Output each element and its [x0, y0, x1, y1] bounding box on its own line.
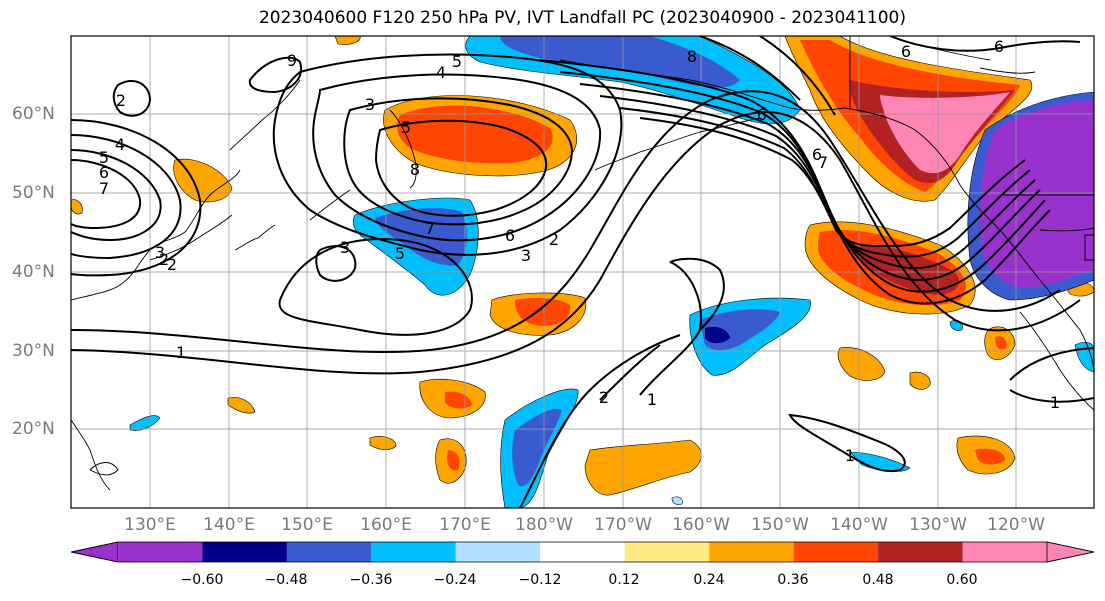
colorbar-tick: 0.36 [777, 572, 809, 588]
lat-label-40n: 40°N [12, 262, 55, 282]
map-title: 2023040600 F120 250 hPa PV, IVT Landfall… [258, 8, 906, 28]
colorbar-bin [624, 542, 710, 562]
contour-label: 3 [521, 246, 531, 265]
contour-label: 6 [812, 145, 822, 164]
contour-label: 2 [599, 388, 609, 407]
lon-label-130w: 130°W [909, 515, 967, 535]
colorbar [70, 541, 1095, 563]
map-plot-area [71, 36, 1094, 508]
contour-label: 7 [818, 153, 828, 172]
lon-label-180w: 180°W [515, 515, 573, 535]
lon-label-160w: 160°W [672, 515, 730, 535]
colorbar-bin [202, 542, 287, 562]
lat-label-60n: 60°N [12, 104, 55, 124]
coastlines [71, 36, 1094, 491]
contour-label: 7 [99, 179, 109, 198]
contour-label: 1 [647, 390, 657, 409]
contour-label: 6 [505, 226, 515, 245]
lat-label-20n: 20°N [12, 419, 55, 439]
contour-label: 3 [155, 243, 165, 262]
contour-label: 5 [395, 244, 405, 263]
colorbar-bin [540, 542, 625, 562]
contour-labels: 2 3 4 5 5 6 7 9 8 5 8 6 7 3 6 3 2 3 7 5 … [99, 37, 1060, 465]
contour-label: 3 [340, 238, 350, 257]
colorbar-bin [371, 542, 456, 562]
contour-label: 6 [757, 105, 767, 124]
lon-label-170e: 170°E [439, 515, 491, 535]
lat-label-30n: 30°N [12, 341, 55, 361]
lon-label-120w: 120°W [987, 515, 1045, 535]
contour-label: 9 [287, 51, 297, 70]
colorbar-bin [118, 542, 203, 562]
colorbar-extend-max [1046, 541, 1095, 563]
contour-label: 2 [159, 250, 169, 269]
gridlines [71, 36, 1094, 508]
lat-label-50n: 50°N [12, 183, 55, 203]
contour-label: 6 [99, 163, 109, 182]
contour-label: 3 [365, 95, 375, 114]
lon-label-140w: 140°W [830, 515, 888, 535]
contour-label: 1 [176, 343, 186, 362]
colorbar-tick: −0.24 [433, 572, 477, 588]
colorbar-bin [286, 542, 372, 562]
contour-label: 8 [410, 160, 420, 179]
contour-label: 6 [901, 42, 911, 61]
pv-contours [71, 36, 1094, 508]
colorbar-tick: 0.60 [946, 572, 978, 588]
contour-label: 5 [452, 52, 462, 71]
lon-label-150w: 150°W [751, 515, 809, 535]
lon-label-160e: 160°E [360, 515, 412, 535]
contour-label: 5 [401, 118, 411, 137]
lon-label-150e: 150°E [281, 515, 333, 535]
colorbar-tick: 0.48 [862, 572, 894, 588]
contour-label: 4 [436, 63, 446, 82]
lon-label-130e: 130°E [124, 515, 176, 535]
colorbar-bin [709, 542, 794, 562]
colorbar-tick: −0.60 [180, 572, 224, 588]
colorbar-bin [455, 542, 541, 562]
lon-label-170w: 170°W [594, 515, 652, 535]
colorbar-outline [70, 541, 1095, 563]
colorbar-bin [962, 542, 1047, 562]
colorbar-tick: −0.36 [349, 572, 393, 588]
colorbar-extend-min [70, 541, 119, 563]
contour-label: 2 [116, 91, 126, 110]
colorbar-tick: 0.24 [693, 572, 725, 588]
contour-label: 1 [845, 446, 855, 465]
contour-label: 5 [99, 148, 109, 167]
map-frame [70, 35, 1095, 509]
colorbar-bin [878, 542, 963, 562]
contour-label: 1 [1050, 393, 1060, 412]
colorbar-tick: −0.12 [518, 572, 562, 588]
contour-label: 2 [549, 230, 559, 249]
contour-label: 8 [687, 47, 697, 66]
colorbar-tick: −0.48 [264, 572, 308, 588]
colorbar-tick: 0.12 [608, 572, 640, 588]
lon-label-140e: 140°E [203, 515, 255, 535]
contour-label: 7 [425, 219, 435, 238]
shading-positive [71, 36, 1094, 496]
contour-label: 6 [994, 37, 1004, 56]
colorbar-bin [793, 542, 879, 562]
contour-label: 4 [115, 135, 125, 154]
contour-label: 2 [167, 255, 177, 274]
